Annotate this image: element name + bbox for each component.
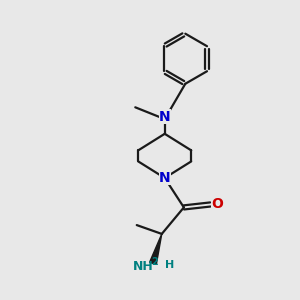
- Text: O: O: [211, 197, 223, 212]
- Text: 2: 2: [151, 257, 158, 267]
- Text: NH: NH: [133, 260, 154, 273]
- Text: N: N: [159, 171, 170, 185]
- Polygon shape: [150, 234, 162, 264]
- Text: N: N: [159, 110, 170, 124]
- Text: H: H: [164, 260, 174, 270]
